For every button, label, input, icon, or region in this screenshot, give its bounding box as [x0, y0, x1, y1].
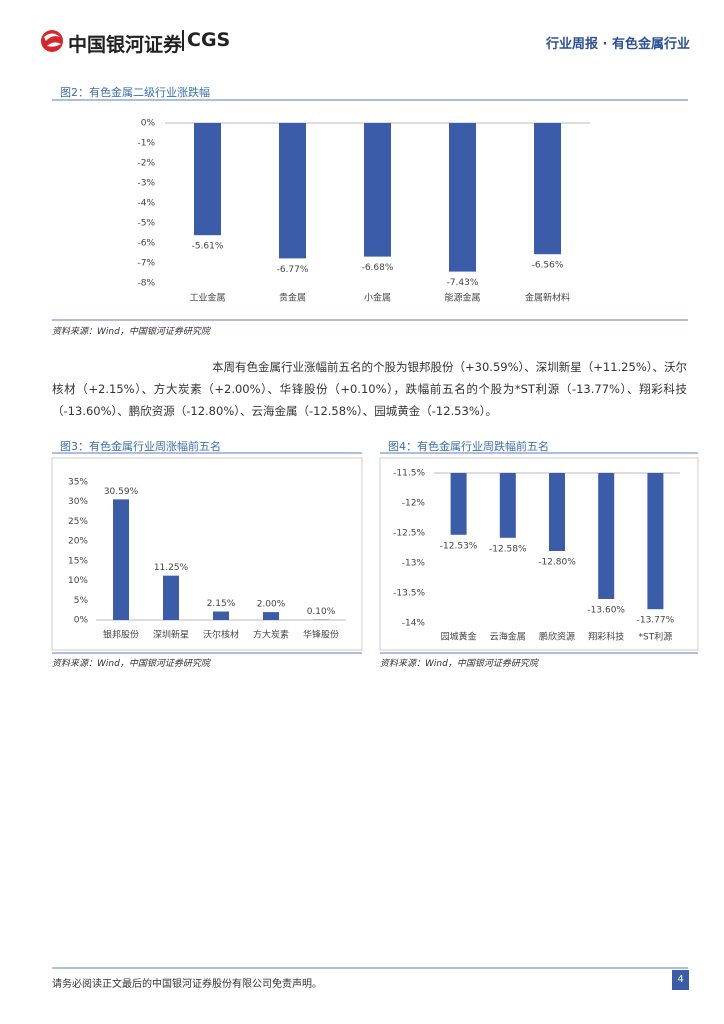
y-tick-label: -11.5%	[393, 469, 425, 479]
logo-brand: CGS	[182, 30, 230, 51]
x-tick-label: 华锋股份	[303, 629, 339, 641]
value-label: 11.25%	[154, 563, 189, 573]
y-tick-label: -12%	[402, 499, 426, 509]
value-label: -7.43%	[447, 278, 479, 288]
y-tick-label: 25%	[68, 517, 88, 527]
value-label: -12.58%	[489, 544, 527, 554]
y-tick-label: -7%	[137, 259, 155, 269]
value-label: 2.15%	[207, 599, 236, 609]
logo	[41, 30, 63, 52]
value-label: -12.80%	[538, 558, 576, 568]
y-tick-label: -8%	[137, 279, 155, 289]
value-label: -12.53%	[440, 541, 478, 551]
x-tick-label: 方大炭素	[253, 629, 289, 641]
y-tick-label: -5%	[137, 219, 155, 229]
page-badge	[672, 970, 689, 990]
value-label: -6.56%	[532, 261, 564, 271]
x-tick-label: 园城黄金	[441, 631, 477, 643]
x-tick-label: 沃尔核材	[203, 629, 239, 641]
y-tick-label: 5%	[74, 596, 89, 606]
source: 资料来源：Wind，中国银河证券研究院	[380, 659, 538, 669]
bar	[549, 473, 565, 551]
y-tick-label: -6%	[137, 239, 155, 249]
y-tick-label: -1%	[137, 139, 155, 149]
bar	[364, 123, 391, 257]
figure-title: 图4：有色金属行业周跌幅前五名	[388, 440, 549, 453]
x-tick-label: 能源金属	[444, 292, 480, 304]
y-tick-label: 0%	[141, 119, 156, 129]
x-tick-label: 翔彩科技	[588, 631, 624, 643]
bar	[263, 612, 279, 620]
x-tick-label: 金属新材料	[525, 292, 570, 304]
bar	[279, 123, 306, 259]
section-title: 行业周报 · 有色金属行业	[546, 37, 690, 52]
value-label: -6.77%	[277, 265, 309, 275]
x-tick-label: 工业金属	[189, 292, 225, 304]
bar	[647, 473, 664, 610]
bar	[113, 499, 129, 620]
value-label: -13.60%	[587, 606, 625, 616]
bar	[450, 473, 467, 535]
x-tick-label: 贵金属	[279, 292, 306, 304]
bar	[598, 473, 615, 599]
y-tick-label: -13.5%	[393, 589, 425, 599]
y-tick-label: 30%	[68, 497, 88, 507]
bar	[194, 123, 221, 236]
value-label: -6.68%	[362, 263, 394, 273]
x-tick-label: 小金属	[364, 292, 391, 304]
value-label: 0.10%	[307, 607, 336, 617]
y-tick-label: -14%	[402, 619, 426, 629]
value-label: 2.00%	[257, 600, 286, 610]
y-tick-label: 0%	[74, 616, 89, 626]
bar	[499, 473, 516, 538]
y-tick-label: 20%	[68, 537, 88, 547]
value-label: -13.77%	[637, 616, 675, 626]
bar	[449, 123, 476, 272]
y-tick-label: 15%	[68, 556, 88, 566]
value-label: 30.59%	[104, 487, 139, 497]
chart-frame	[379, 457, 699, 651]
x-tick-label: *ST利源	[639, 631, 673, 643]
y-tick-label: -3%	[137, 179, 155, 189]
source: 资料来源：Wind，中国银河证券研究院	[52, 327, 210, 337]
y-tick-label: -4%	[137, 199, 155, 209]
disclaimer: 请务必阅读正文最后的中国银河证券股份有限公司免责声明。	[52, 979, 322, 990]
x-tick-label: 银邦股份	[103, 629, 139, 641]
logo-text: 中国银河证券	[68, 34, 183, 56]
chart-frame	[51, 457, 363, 651]
source: 资料来源：Wind，中国银河证券研究院	[52, 659, 210, 669]
figure-title: 图2：有色金属二级行业涨跌幅	[60, 86, 210, 99]
figure-title: 图3：有色金属行业周涨幅前五名	[60, 440, 221, 453]
page-number: 4	[677, 974, 684, 985]
value-label: -5.61%	[192, 242, 224, 252]
x-tick-label: 深圳新星	[153, 629, 189, 641]
y-tick-label: 10%	[68, 576, 88, 586]
x-tick-label: 云海金属	[490, 631, 526, 643]
bar	[534, 123, 561, 255]
bar	[213, 611, 229, 620]
x-tick-label: 鹏欣资源	[539, 631, 575, 643]
paragraph: 本周有色金属行业涨幅前五名的个股为银邦股份（+30.59%）、深圳新星（+11.…	[52, 360, 687, 418]
y-tick-label: -13%	[402, 559, 426, 569]
y-tick-label: -2%	[137, 159, 155, 169]
bar	[163, 575, 179, 620]
y-tick-label: -12.5%	[393, 529, 425, 539]
y-tick-label: 35%	[68, 478, 88, 488]
